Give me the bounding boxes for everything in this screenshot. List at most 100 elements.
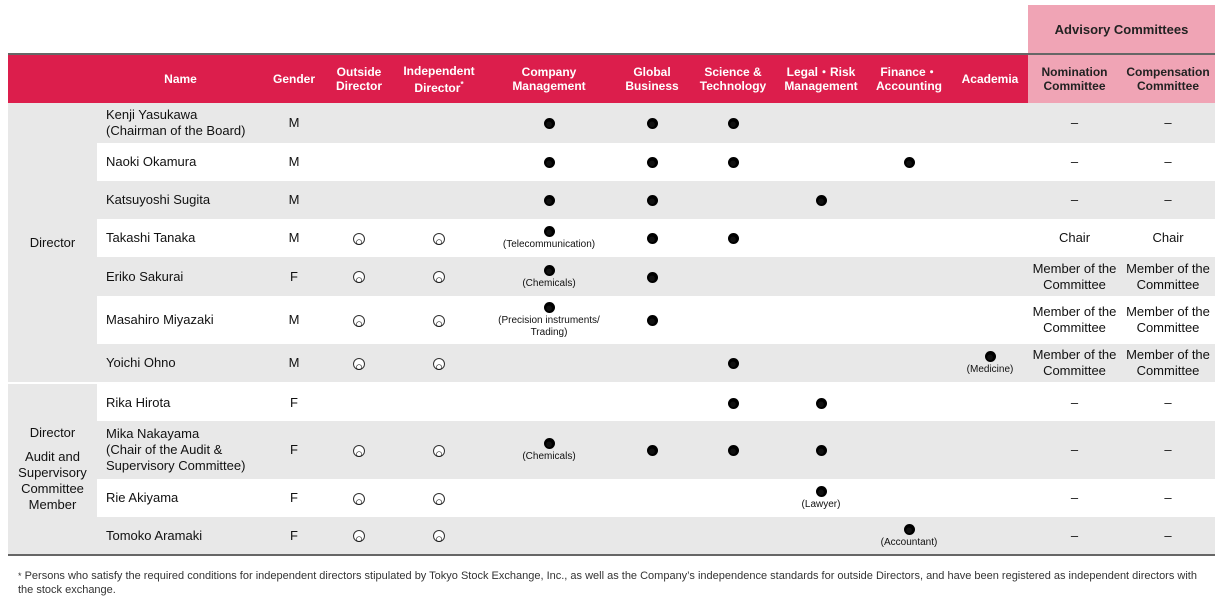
director-name: Tomoko Aramaki [97,517,264,555]
global-business-cell [614,479,690,517]
gender-cell: F [264,479,324,517]
filled-circle-icon: ● [646,116,658,132]
filled-circle-icon: ● [646,313,658,329]
director-name: Yoichi Ohno [97,344,264,383]
global-business-cell [614,344,690,383]
open-circle-icon: ○ [353,271,365,287]
legal-risk-cell: ● [776,181,866,219]
compensation-role: – [1164,490,1172,505]
header-science-technology: Science & Technology [690,54,776,103]
independent-director-cell [394,382,484,421]
filled-circle-icon: ● [543,300,555,316]
science-technology-cell: ● [690,382,776,421]
footnote-text: Persons who satisfy the required conditi… [18,570,1197,596]
academia-cell [952,296,1028,344]
compensation-committee-cell: – [1121,103,1215,143]
dot-mark: ● [690,444,776,457]
independent-director-cell [394,181,484,219]
table-row: Eriko Sakurai F ○ ○ ● (Chemicals) ● Member of t… [8,257,1215,296]
director-name-text: Mika Nakayama [106,426,200,441]
global-business-cell: ● [614,296,690,344]
nomination-role: Member of the Committee [1032,304,1117,335]
director-name-text: Katsuyoshi Sugita [106,192,211,207]
director-name-text: Yoichi Ohno [106,355,176,370]
director-name-text: Rika Hirota [106,394,171,410]
compensation-role: – [1164,442,1172,457]
outside-director-cell: ○ [324,219,394,257]
compensation-role: – [1164,115,1172,130]
director-name: Kenji Yasukawa (Chairman of the Board) [97,103,264,143]
gender-value: M [288,154,300,169]
compensation-role: Member of the Committee [1126,347,1210,378]
independent-director-cell [394,143,484,181]
open-circle-icon: ○ [353,492,365,509]
company-management-cell-note: (Chemicals) [522,451,576,463]
dot-mark: ● [690,156,776,169]
science-technology-cell [690,296,776,344]
nomination-role: – [1070,154,1079,169]
director-name-text: Rie Akiyama [106,490,179,505]
dot-mark: ● [614,116,690,132]
dot-mark: ● [484,263,614,277]
dot-mark: ● [484,117,614,130]
gender-cell: F [264,257,324,296]
legal-risk-cell [776,103,866,143]
compensation-committee-cell: Member of the Committee [1121,296,1215,344]
filled-circle-icon: ● [815,193,827,209]
independent-director-cell [394,103,484,143]
dot-mark: ● [614,194,690,207]
filled-circle-icon: ● [543,155,555,171]
company-management-cell [484,479,614,517]
academia-cell [952,103,1028,143]
gender-value: M [288,355,300,370]
global-business-cell: ● [614,103,690,143]
academia-cell [952,219,1028,257]
filled-circle-icon: ● [984,349,996,365]
table-row: Tomoko Aramaki F ○ ○ ● (Accountant) – – [8,517,1215,555]
finance-accounting-cell [866,382,952,421]
director-name: Rie Akiyama [97,479,264,517]
global-business-cell [614,517,690,555]
finance-accounting-cell [866,421,952,479]
open-circle-icon: ○ [433,357,445,374]
filled-circle-icon: ● [903,155,915,171]
global-business-cell: ● [614,181,690,219]
open-circle-icon: ○ [433,444,445,461]
science-technology-cell [690,257,776,296]
independent-director-cell: ○ [394,344,484,383]
header-global-business: Global Business [614,54,690,103]
compensation-committee-cell: – [1121,517,1215,555]
legal-risk-cell: ● [776,421,866,479]
finance-accounting-cell [866,344,952,383]
filled-circle-icon: ● [543,193,555,209]
nomination-committee-cell: – [1028,181,1121,219]
finance-accounting-cell [866,181,952,219]
legal-risk-cell-note: (Lawyer) [801,499,841,511]
corner-header [8,54,97,103]
company-management-cell: ● [484,181,614,219]
legal-risk-cell [776,143,866,181]
company-management-cell [484,344,614,383]
finance-accounting-cell [866,219,952,257]
dot-mark: ● [614,156,690,169]
advisory-committees-title: Advisory Committees [1054,21,1189,37]
director-name: Eriko Sakurai [97,257,264,296]
company-management-cell [484,517,614,555]
open-circle-icon: ○ [433,314,445,331]
header-outside-director: Outside Director [324,54,394,103]
dot-mark: ● [866,522,952,536]
independent-director-cell: ○ [394,421,484,479]
nomination-role: Chair [1058,230,1091,245]
gender-value: F [290,268,298,284]
independent-director-cell: ○ [394,219,484,257]
header-legal-risk: Legal・Risk Management [776,54,866,103]
open-circle-icon: ○ [433,232,445,249]
header-independent-director: Independent Director* [394,54,484,103]
nomination-committee-cell: – [1028,103,1121,143]
dot-mark: ● [776,444,866,457]
header-company-management: Company Management [484,54,614,103]
finance-accounting-cell [866,479,952,517]
outside-director-cell: ○ [324,421,394,479]
nomination-committee-cell: – [1028,479,1121,517]
filled-circle-icon: ● [815,395,827,411]
